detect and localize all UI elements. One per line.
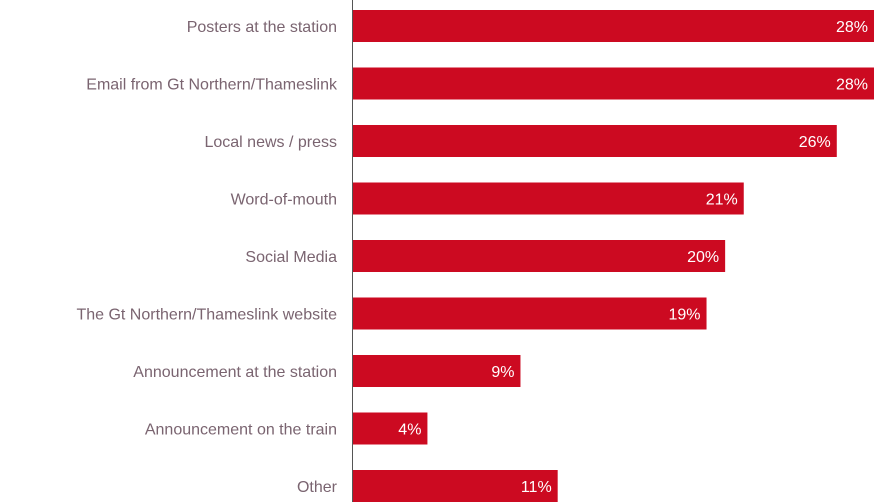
value-label: 28% xyxy=(836,77,868,94)
bar xyxy=(353,182,744,215)
category-label: Email from Gt Northern/Thameslink xyxy=(86,77,338,94)
value-labels-group: 28% 28% 26% 21% 20% 19% 9% 4% 11% xyxy=(398,19,868,496)
category-label: Word-of-mouth xyxy=(231,192,337,209)
value-label: 9% xyxy=(491,364,514,381)
bar xyxy=(353,412,428,445)
value-label: 28% xyxy=(836,19,868,36)
category-label: Social Media xyxy=(245,249,337,266)
bars-group xyxy=(353,10,874,502)
value-label: 19% xyxy=(669,307,701,324)
bar xyxy=(353,355,521,387)
category-label: Local news / press xyxy=(204,134,337,151)
bar xyxy=(353,67,874,100)
value-label: 4% xyxy=(398,422,421,439)
bar xyxy=(353,470,558,502)
value-label: 21% xyxy=(706,192,738,209)
bar xyxy=(353,125,837,157)
bar xyxy=(353,240,726,272)
value-label: 26% xyxy=(799,134,831,151)
category-labels-group: Posters at the station Email from Gt Nort… xyxy=(76,19,338,496)
category-label: Announcement on the train xyxy=(145,422,337,439)
bar xyxy=(353,10,874,42)
category-label: The Gt Northern/Thameslink website xyxy=(76,307,337,324)
category-label: Posters at the station xyxy=(187,19,337,36)
bar xyxy=(353,297,707,330)
value-label: 20% xyxy=(687,249,719,266)
category-label: Other xyxy=(297,479,338,496)
category-label: Announcement at the station xyxy=(133,364,337,381)
value-label: 11% xyxy=(521,479,552,496)
